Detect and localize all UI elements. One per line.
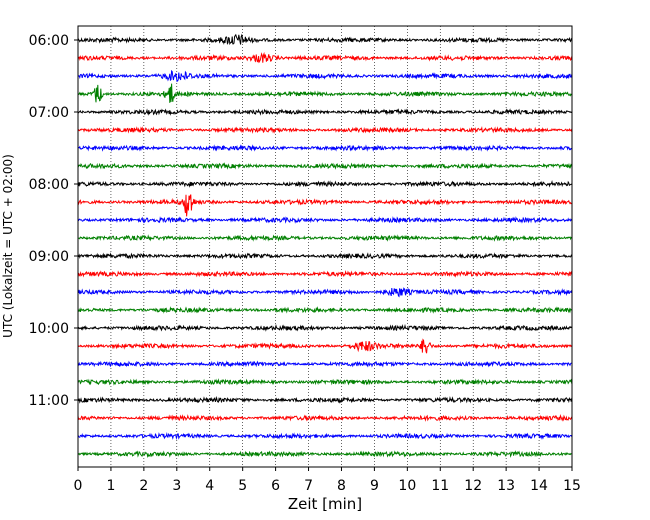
- y-tick-label-06:00: 06:00: [29, 33, 69, 49]
- trace-23: [77, 450, 572, 459]
- x-tick-label-0: 0: [74, 478, 83, 494]
- trace-1: [77, 51, 573, 64]
- trace-13: [78, 270, 573, 278]
- trace-17: [77, 338, 573, 354]
- y-tick-label-08:00: 08:00: [29, 177, 69, 193]
- x-axis-label: Zeit [min]: [288, 495, 362, 513]
- x-tick-label-11: 11: [431, 478, 449, 494]
- trace-21: [77, 414, 573, 422]
- x-tick-label-14: 14: [530, 478, 548, 494]
- trace-0: [77, 33, 573, 46]
- trace-7: [77, 162, 573, 170]
- y-tick-label-07:00: 07:00: [29, 105, 69, 121]
- trace-14: [77, 287, 573, 298]
- trace-19: [77, 378, 573, 386]
- x-tick-label-12: 12: [464, 478, 482, 494]
- x-tick-label-6: 6: [271, 478, 280, 494]
- y-axis: 06:00 07:00 08:00 09:00 10:00 11:00: [29, 33, 78, 409]
- trace-9: [77, 194, 572, 217]
- trace-5: [77, 126, 573, 134]
- y-tick-label-09:00: 09:00: [29, 249, 69, 265]
- x-tick-label-5: 5: [238, 478, 247, 494]
- trace-22: [77, 432, 573, 440]
- trace-8: [77, 180, 573, 188]
- trace-16: [77, 323, 573, 332]
- x-tick-label-13: 13: [497, 478, 515, 494]
- x-tick-label-1: 1: [106, 478, 115, 494]
- x-axis: 0 1 2 3 4 5 6 7 8 9 10 11 12 13 14 15: [74, 467, 581, 494]
- trace-20: [77, 395, 573, 404]
- y-tick-label-10:00: 10:00: [29, 321, 69, 337]
- y-tick-label-11:00: 11:00: [29, 393, 69, 409]
- trace-6: [77, 144, 572, 152]
- x-tick-label-10: 10: [398, 478, 416, 494]
- seismic-traces: [77, 33, 573, 459]
- trace-4: [77, 108, 573, 116]
- trace-15: [77, 306, 573, 314]
- trace-10: [77, 216, 573, 224]
- x-tick-label-4: 4: [205, 478, 214, 494]
- x-tick-label-9: 9: [370, 478, 379, 494]
- x-tick-label-2: 2: [139, 478, 148, 494]
- trace-11: [78, 234, 572, 242]
- x-tick-label-8: 8: [337, 478, 346, 494]
- trace-18: [77, 360, 572, 368]
- plot-frame: [77, 25, 573, 468]
- x-tick-label-7: 7: [304, 478, 313, 494]
- trace-12: [77, 252, 573, 260]
- x-tick-label-3: 3: [172, 478, 181, 494]
- trace-2: [77, 69, 573, 83]
- y-axis-label: UTC (Lokalzeit = UTC + 02:00): [1, 154, 15, 338]
- x-tick-label-15: 15: [563, 478, 581, 494]
- trace-3: [77, 83, 573, 103]
